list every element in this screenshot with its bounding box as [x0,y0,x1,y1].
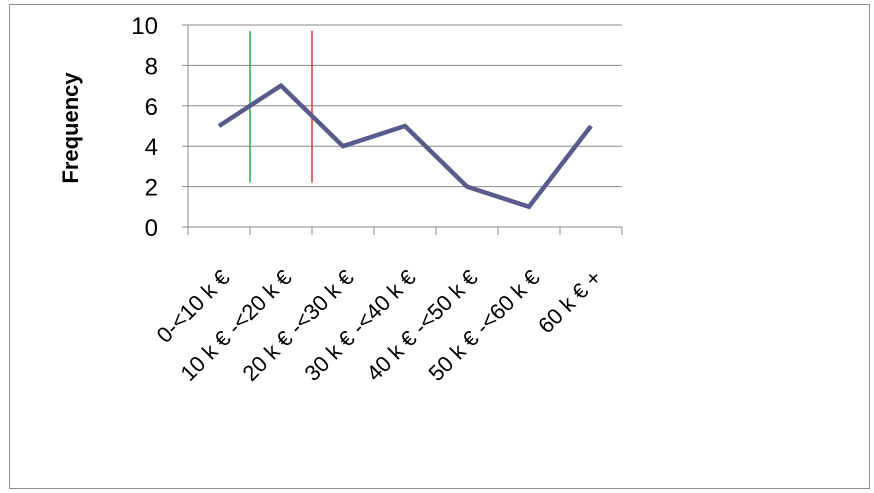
y-tick-label: 0 [145,215,158,242]
x-tick-label: 60 k € + [533,265,606,338]
y-tick-label: 2 [145,175,158,202]
x-tick-labels: 0-<10 k €10 k € -<20 k €20 k € -<30 k €3… [152,265,607,386]
chart-frame [9,4,870,489]
axes [182,24,623,235]
x-tick-label: 50 k € -<60 k € [424,265,545,386]
y-tick-label: 10 [131,13,158,40]
y-tick-label: 6 [145,94,158,121]
y-axis-title: Frequency [58,72,83,184]
x-tick-label: 10 k € -<20 k € [176,265,297,386]
x-tick-label: 20 k € -<30 k € [238,265,359,386]
y-tick-label: 8 [145,53,158,80]
x-tick-label: 40 k € -<50 k € [362,265,483,386]
y-tick-label: 4 [145,134,158,161]
gridlines [188,24,622,188]
x-tick-label: 30 k € -<40 k € [300,265,421,386]
series-group [217,82,593,210]
y-tick-labels: 0 2 4 6 8 10 [131,13,158,242]
